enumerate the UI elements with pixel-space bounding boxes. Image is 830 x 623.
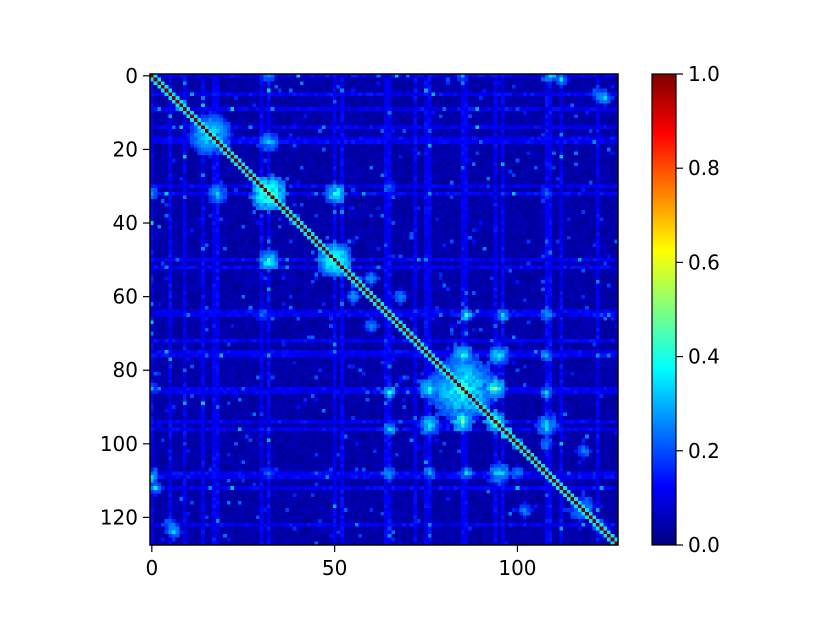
colorbar-tick-label: 0.0 — [688, 533, 720, 557]
y-tick-label: 80 — [113, 358, 138, 382]
colorbar — [651, 73, 677, 546]
y-tick-label: 40 — [113, 211, 138, 235]
x-axis: 0 50 100 — [145, 545, 537, 580]
x-tick-label: 50 — [322, 556, 347, 580]
y-tick-label: 120 — [100, 505, 138, 529]
colorbar-tick-label: 0.2 — [688, 439, 720, 463]
colorbar-tick-label: 0.6 — [688, 250, 720, 274]
y-tick-label: 100 — [100, 432, 138, 456]
x-tick-label: 100 — [498, 556, 536, 580]
colorbar-axis: 0.0 0.2 0.4 0.6 0.8 1.0 — [676, 62, 720, 557]
heatmap-frame — [149, 73, 619, 546]
x-tick-label: 0 — [145, 556, 158, 580]
colorbar-tick-label: 1.0 — [688, 62, 720, 86]
y-tick-label: 20 — [113, 137, 138, 161]
y-tick-label: 0 — [125, 64, 138, 88]
colorbar-tick-label: 0.4 — [688, 345, 720, 369]
y-axis: 0 20 40 60 80 100 120 — [100, 64, 150, 529]
y-tick-label: 60 — [113, 285, 138, 309]
colorbar-tick-label: 0.8 — [688, 156, 720, 180]
heatmap-image — [150, 74, 618, 545]
heatmap-cells — [150, 74, 618, 545]
